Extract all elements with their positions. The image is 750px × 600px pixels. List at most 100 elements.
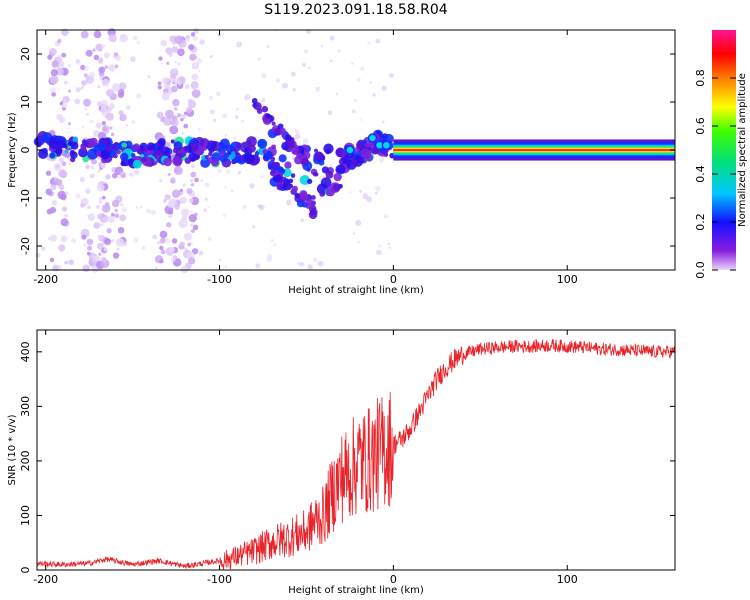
spectrum-speckle [115, 238, 125, 247]
spectrum-blob [274, 161, 280, 168]
spectrum-blob [41, 132, 53, 144]
spectrum-speckle [374, 185, 381, 192]
spectrum-blob [247, 144, 256, 153]
spectrum-blob [342, 155, 351, 165]
spectrum-speckle [81, 234, 87, 240]
spectrum-speckle [336, 49, 341, 53]
spectrum-speckle [329, 35, 335, 41]
spectrum-speckle [101, 195, 106, 200]
spectrum-blob [270, 162, 276, 168]
spectrum-speckle [181, 131, 185, 135]
spectrum-speckle [215, 91, 221, 97]
spectrum-speckle [171, 85, 178, 93]
spectrum-speckle [55, 178, 63, 186]
spectrum-speckle [87, 205, 91, 210]
spectrum-speckle [190, 163, 195, 169]
spectrum-blob [97, 142, 107, 152]
colorbar-tick-label: 0.6 [694, 117, 707, 135]
spectrum-blob [325, 170, 334, 179]
spectrum-speckle [177, 48, 185, 57]
spectrum-band-layer [393, 148, 675, 152]
spectrum-speckle [57, 38, 62, 44]
spectrum-speckle [367, 41, 371, 45]
spectrum-blob [318, 159, 325, 166]
snr-panel: -200 -100 0 100 0 100 200 300 400 Height of str… [7, 329, 676, 596]
spectrum-speckle [161, 92, 170, 101]
spectrum-speckle [192, 35, 198, 42]
spectrum-blob [208, 151, 213, 157]
spectrum-speckle [190, 229, 195, 234]
spectrum-speckle [242, 204, 247, 209]
spectrum-speckle [58, 157, 65, 163]
y-tick-label: 300 [19, 396, 32, 417]
spectrum-speckle [259, 156, 264, 160]
spectrum-speckle [97, 169, 101, 173]
spectrum-speckle [171, 189, 181, 198]
spectrum-speckle [230, 189, 234, 193]
spectrum-speckle [387, 242, 391, 246]
spectrum-speckle [162, 77, 170, 85]
spectrum-blob [290, 173, 296, 178]
spectrum-speckle [190, 171, 197, 178]
spectrum-speckle [190, 32, 196, 37]
spectrum-speckle [98, 252, 102, 257]
spectrum-speckle [286, 199, 292, 206]
spectrum-speckle [225, 169, 231, 174]
spectrum-speckle [207, 236, 212, 241]
spectrum-speckle [241, 120, 244, 123]
spectrum-speckle [383, 214, 388, 219]
spectrum-speckle [163, 198, 167, 203]
spectrum-blob [335, 148, 344, 157]
spectrum-blob [294, 192, 300, 199]
spectrum-blob [262, 149, 268, 154]
spectrum-speckle [80, 30, 89, 39]
spectrum-speckle [171, 119, 179, 127]
spectrum-speckle [83, 65, 89, 71]
spectrum-speckle [97, 234, 100, 237]
spectrum-speckle [203, 208, 207, 213]
spectrum-speckle [189, 53, 197, 61]
spectrum-speckle [275, 78, 280, 83]
spectrum-speckle [193, 27, 199, 34]
spectrogram-y-ticks: -20 -10 0 10 20 [19, 47, 675, 255]
spectrum-speckle [167, 61, 170, 65]
spectrum-speckle [330, 59, 333, 63]
spectrum-speckle [185, 37, 190, 42]
spectrum-blob [100, 150, 110, 160]
spectrum-blob [157, 138, 166, 146]
spectrum-speckle [176, 113, 182, 118]
spectrum-blob [320, 177, 332, 189]
spectrum-speckle [121, 173, 126, 179]
spectrum-speckle [49, 206, 57, 214]
spectrum-speckle [136, 41, 140, 45]
colorbar-gradient [712, 30, 736, 270]
spectrum-speckle [294, 129, 300, 134]
spectrum-speckle [381, 120, 385, 124]
spectrum-speckle [50, 184, 57, 191]
spectrum-speckle [104, 202, 110, 207]
spectrum-speckle [98, 48, 103, 52]
spectrum-speckle [366, 196, 373, 203]
spectrum-speckle [116, 247, 120, 251]
spectrum-speckle [50, 68, 59, 77]
spectrum-blob [325, 187, 335, 197]
spectrum-blob [143, 147, 149, 152]
x-tick-label: 100 [557, 273, 578, 286]
spectrum-speckle [47, 236, 52, 241]
spectrum-speckle [171, 78, 176, 83]
spectrum-speckle [290, 71, 296, 77]
spectrum-speckle [157, 81, 162, 86]
spectrum-blob [310, 195, 316, 200]
spectrum-blob [146, 142, 156, 151]
spectrum-speckle [164, 194, 171, 201]
spectrum-speckle [353, 232, 356, 235]
spectrum-speckle [183, 123, 189, 129]
spectrum-speckle [49, 257, 55, 263]
spectrum-speckle [170, 87, 173, 90]
spectrum-speckle [188, 44, 195, 51]
spectrum-blob [270, 156, 276, 162]
spectrum-speckle [199, 39, 205, 45]
colorbar-tick-label: 0.4 [694, 165, 707, 183]
spectrum-blob [204, 141, 209, 147]
spectrum-speckle [174, 35, 184, 45]
